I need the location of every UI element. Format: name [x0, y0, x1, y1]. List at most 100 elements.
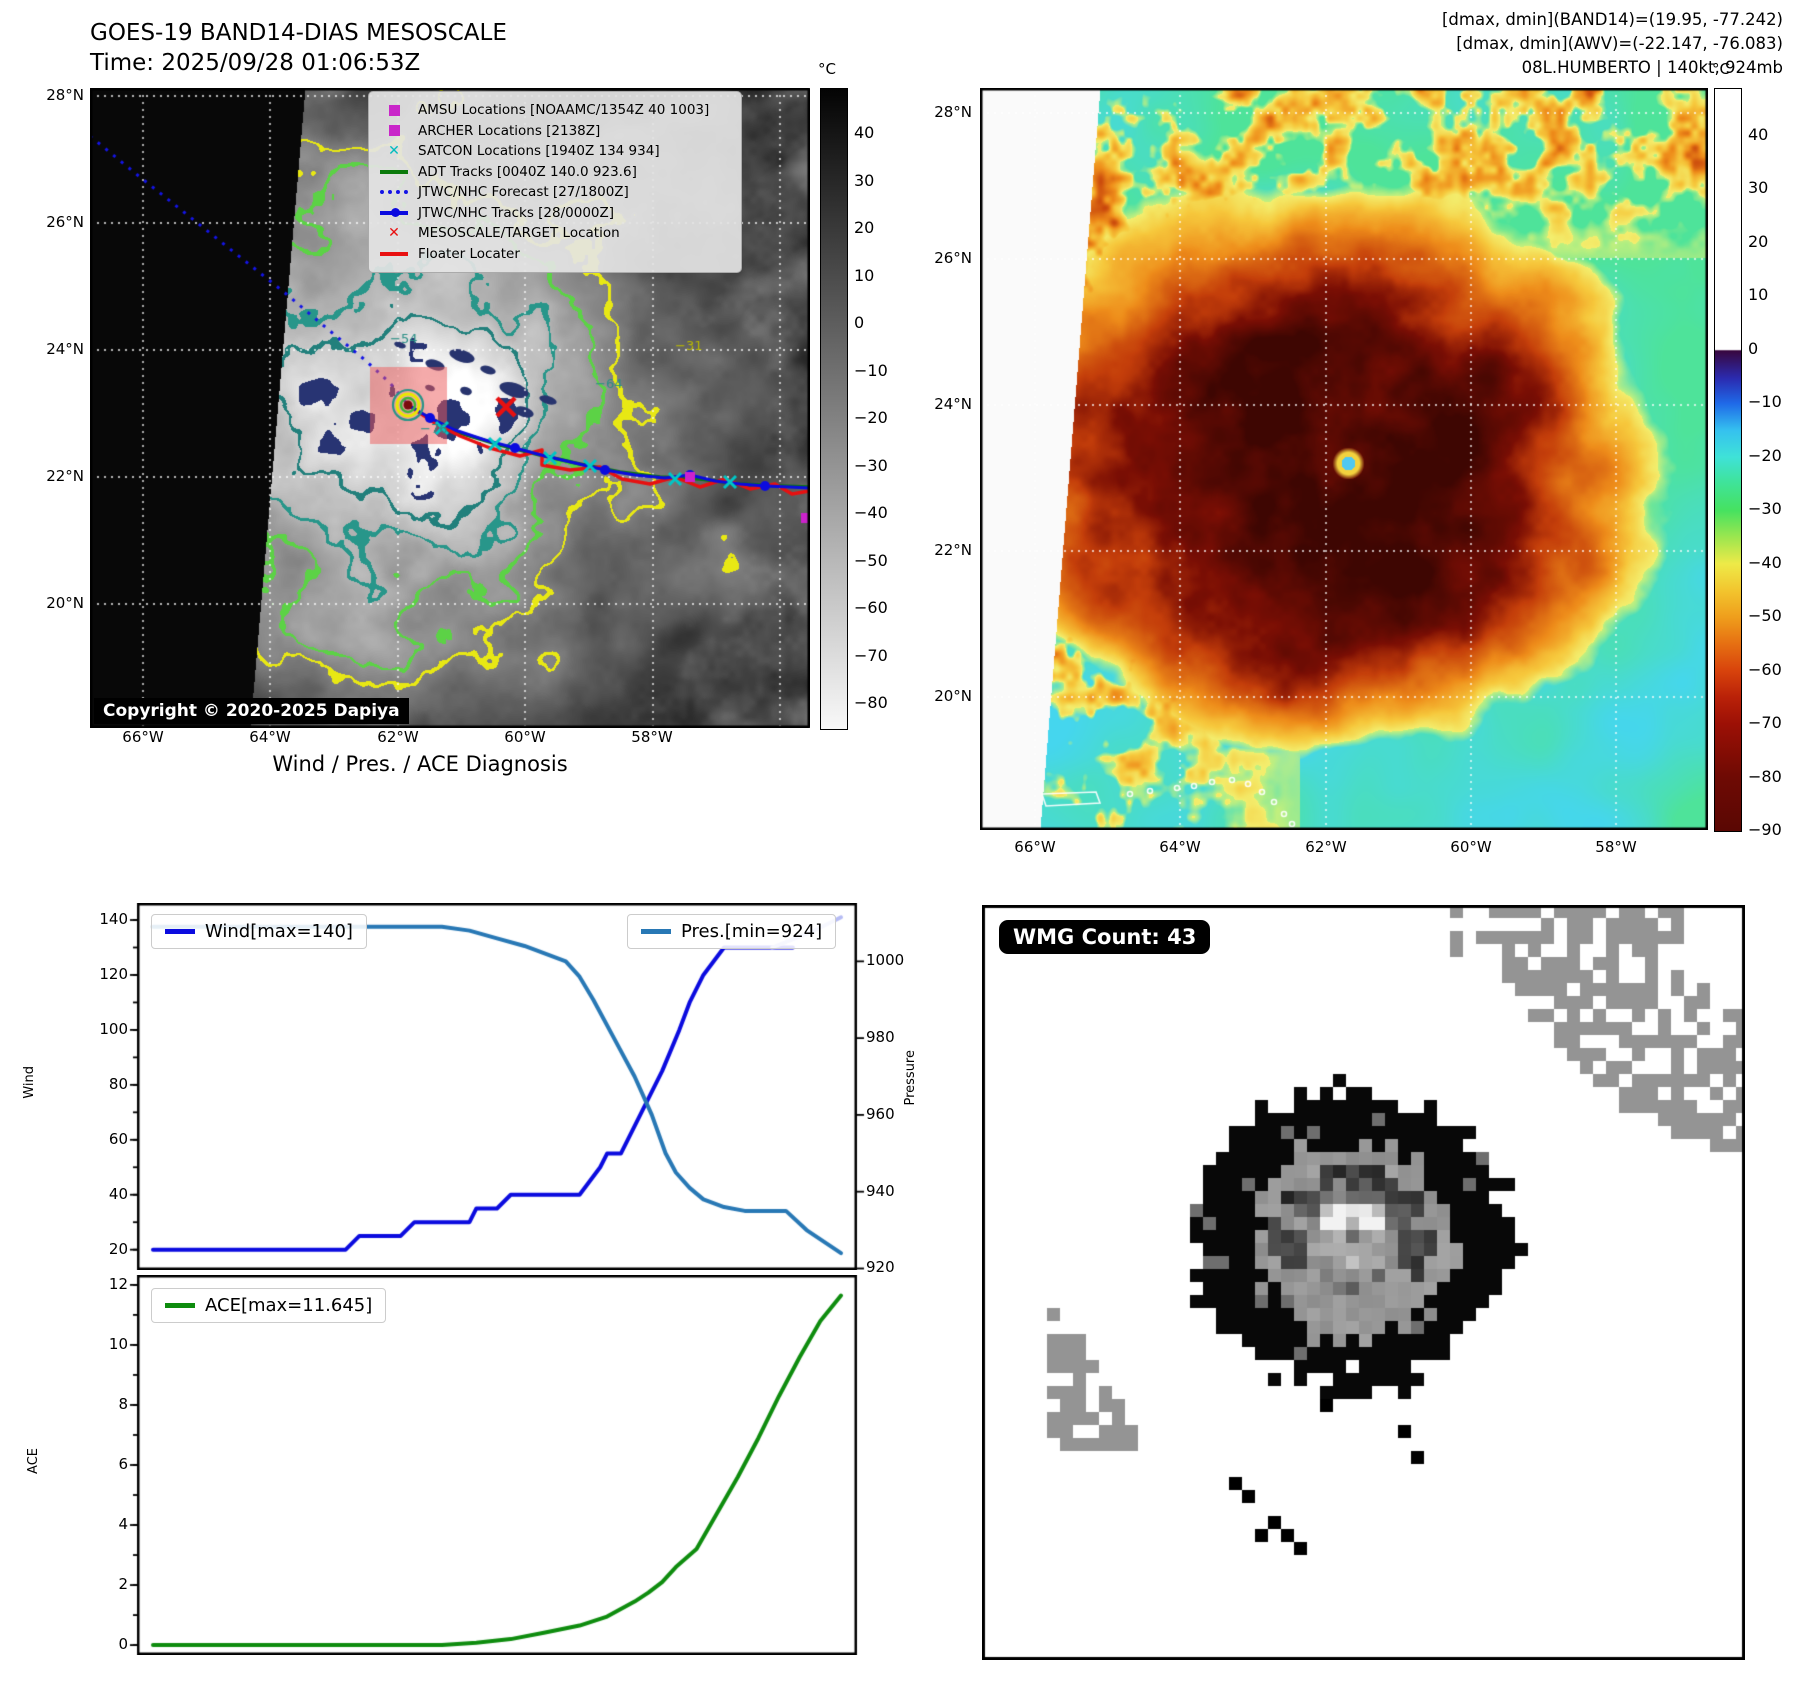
lat-tick-label: 22°N: [934, 541, 972, 559]
ace-ytick-label: 8: [118, 1394, 128, 1413]
ace-axis-label: ACE: [26, 1448, 41, 1474]
lat-tick-label: 26°N: [934, 249, 972, 267]
colorbar-tick-label: −50: [1748, 606, 1782, 626]
lon-tick-label: 64°W: [1159, 838, 1201, 856]
forecast-dotted-icon: [379, 190, 409, 195]
ace-ytick-label: 10: [108, 1334, 128, 1353]
lon-tick-label: 60°W: [1450, 838, 1492, 856]
pressure-ytick-label: 920: [866, 1258, 895, 1277]
wind-ytick-label: 80: [108, 1074, 128, 1093]
copyright-badge: Copyright © 2020-2025 Dapiya: [94, 698, 409, 724]
colorbar-tick-label: −20: [854, 408, 888, 427]
wind-ytick-label: 140: [99, 910, 128, 929]
target-x-icon: ✕: [388, 225, 400, 242]
pressure-ytick-label: 960: [866, 1104, 895, 1123]
storm-id-intensity: 08L.HUMBERTO | 140kt, 924mb: [1521, 58, 1783, 77]
ace-ytick-label: 2: [118, 1575, 128, 1594]
ace-ytick-label: 4: [118, 1515, 128, 1534]
colorbar-tick-label: −10: [1748, 392, 1782, 412]
wind-ytick-label: 40: [108, 1184, 128, 1203]
ace-legend-box: ACE[max=11.645]: [151, 1288, 387, 1323]
colorbar-tick-label: 20: [854, 218, 875, 237]
legend-label: AMSU Locations [NOAAMC/1354Z 40 1003]: [418, 102, 710, 119]
wind-legend-box: Wind[max=140]: [151, 914, 367, 949]
legend-label: JTWC/NHC Tracks [28/0000Z]: [418, 204, 615, 221]
colorbar-tick-label: −70: [1748, 713, 1782, 733]
pres-legend-box: Pres.[min=924]: [627, 914, 837, 949]
lat-tick-label: 28°N: [46, 86, 84, 104]
legend-label: ADT Tracks [0040Z 140.0 923.6]: [418, 163, 637, 180]
lon-tick-label: 62°W: [1305, 838, 1347, 856]
pres-legend-label: Pres.[min=924]: [681, 921, 823, 942]
colorbar-tick-label: −20: [1748, 445, 1782, 465]
dmax-dmin-band14: [dmax, dmin](BAND14)=(19.95, -77.242): [1441, 10, 1783, 29]
ace-legend-label: ACE[max=11.645]: [205, 1295, 373, 1316]
lat-tick-label: 24°N: [46, 340, 84, 358]
pressure-axis-label: Pressure: [903, 1050, 918, 1106]
lat-tick-label: 20°N: [934, 687, 972, 705]
legend-item-forecast: JTWC/NHC Forecast [27/1800Z]: [379, 182, 731, 203]
diagnosis-title: Wind / Pres. / ACE Diagnosis: [272, 752, 568, 776]
legend-label: SATCON Locations [1940Z 134 934]: [418, 143, 660, 160]
lat-tick-label: 22°N: [46, 467, 84, 485]
track-line-dot-icon: [379, 207, 409, 217]
wind-pressure-chart: [125, 903, 869, 1270]
amsu-square-icon: [379, 104, 409, 116]
wind-ytick-label: 100: [99, 1019, 128, 1038]
archer-square-icon: [379, 125, 409, 137]
legend-label: ARCHER Locations [2138Z]: [418, 122, 601, 139]
colorbar-tick-label: −60: [854, 598, 888, 617]
legend-label: JTWC/NHC Forecast [27/1800Z]: [418, 184, 629, 201]
colorbar-tick-label: −60: [1748, 659, 1782, 679]
floater-line-icon: [379, 251, 409, 256]
wind-line-icon: [165, 929, 195, 934]
colorbar-tick-label: −70: [854, 645, 888, 665]
wind-legend-label: Wind[max=140]: [205, 921, 353, 942]
ace-line-icon: [165, 1303, 195, 1308]
grayscale-colorbar: [820, 88, 848, 730]
enhanced-ir-map: [980, 88, 1708, 830]
colorbar-tick-label: −90: [1748, 819, 1782, 839]
ace-ytick-label: 6: [118, 1455, 128, 1473]
colorbar-tick-label: −10: [854, 360, 888, 380]
lat-tick-label: 20°N: [46, 594, 84, 612]
lon-tick-label: 58°W: [631, 728, 673, 746]
legend-label: MESOSCALE/TARGET Location: [418, 225, 620, 242]
colorbar-tick-label: −80: [1748, 766, 1782, 786]
colorbar-tick-label: −50: [854, 550, 888, 570]
colorbar-tick-label: −30: [854, 455, 888, 475]
wind-axis-label: Wind: [22, 1066, 37, 1099]
legend-item-floater: Floater Locater: [379, 244, 731, 265]
map-legend: AMSU Locations [NOAAMC/1354Z 40 1003] AR…: [368, 91, 742, 273]
wind-ytick-label: 20: [108, 1239, 128, 1258]
colorbar-tick-label: 30: [1748, 178, 1769, 198]
enhanced-ir-colorbar: [1714, 88, 1742, 832]
lat-tick-label: 26°N: [46, 213, 84, 231]
legend-item-tracks: JTWC/NHC Tracks [28/0000Z]: [379, 203, 731, 224]
colorbar-tick-label: 0: [1748, 338, 1759, 358]
colorbar-tick-label: 10: [854, 265, 875, 285]
colorbar-tick-label: 10: [1748, 285, 1769, 305]
legend-item-archer: ARCHER Locations [2138Z]: [379, 121, 731, 142]
lon-tick-label: 66°W: [1014, 838, 1056, 856]
ace-ytick-label: 0: [118, 1635, 128, 1654]
wind-ytick-label: 60: [108, 1129, 128, 1148]
pressure-line-icon: [641, 929, 671, 934]
colorbar-tick-label: 40: [1748, 125, 1769, 144]
colorbar-tick-label: 0: [854, 313, 865, 332]
lon-tick-label: 66°W: [122, 728, 164, 746]
colorbar-tick-label: −40: [1748, 552, 1782, 572]
lat-tick-label: 24°N: [934, 395, 972, 413]
adt-line-icon: [379, 169, 409, 174]
wmg-count-badge: WMG Count: 43: [999, 920, 1211, 954]
lon-tick-label: 62°W: [377, 728, 419, 746]
colorbar-unit-left: °C: [818, 60, 836, 78]
colorbar-tick-label: 40: [854, 123, 875, 142]
pressure-ytick-label: 1000: [866, 951, 905, 970]
pressure-ytick-label: 940: [866, 1181, 895, 1200]
colorbar-tick-label: 20: [1748, 231, 1769, 251]
ace-ytick-label: 12: [108, 1274, 128, 1293]
wmg-pixel-map: [982, 905, 1745, 1660]
colorbar-tick-label: −30: [1748, 499, 1782, 519]
